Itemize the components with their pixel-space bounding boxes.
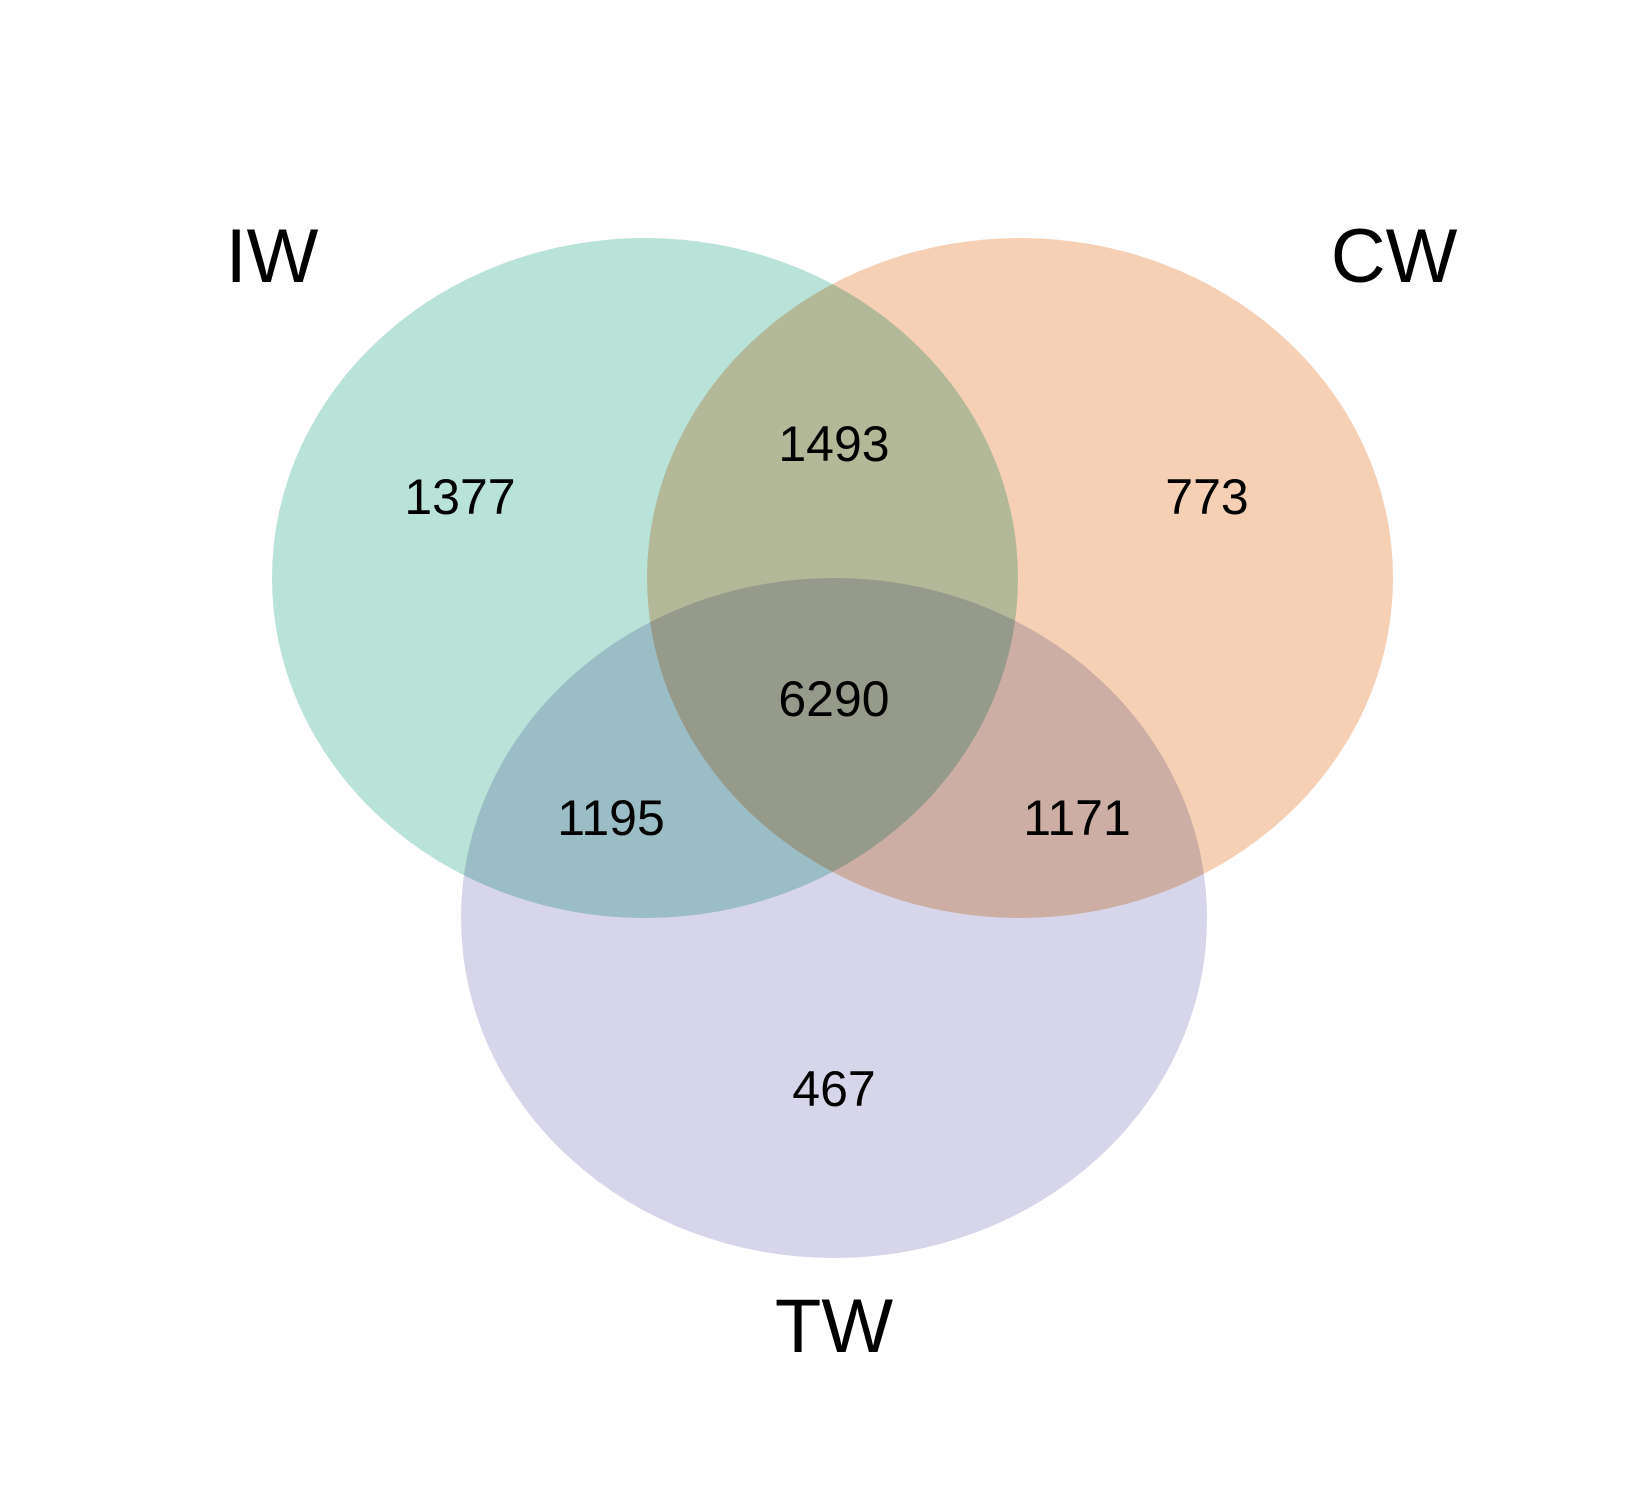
count-cw-tw: 1171: [1023, 790, 1131, 846]
count-iw-tw: 1195: [557, 790, 665, 846]
set-circles: [272, 238, 1393, 1258]
count-iw-cw: 1493: [778, 416, 889, 472]
count-iw-only: 1377: [404, 469, 515, 525]
count-cw-only: 773: [1165, 469, 1248, 525]
count-tw-only: 467: [792, 1061, 875, 1117]
set-label-tw: TW: [775, 1284, 893, 1369]
set-labels: IW CW TW: [226, 214, 1458, 1369]
count-iw-cw-tw: 6290: [778, 671, 889, 727]
region-counts: 1377 1493 773 6290 1195 1171 467: [404, 416, 1248, 1117]
set-label-iw: IW: [226, 214, 319, 299]
set-circle-tw: [461, 578, 1207, 1258]
set-label-cw: CW: [1331, 214, 1458, 299]
